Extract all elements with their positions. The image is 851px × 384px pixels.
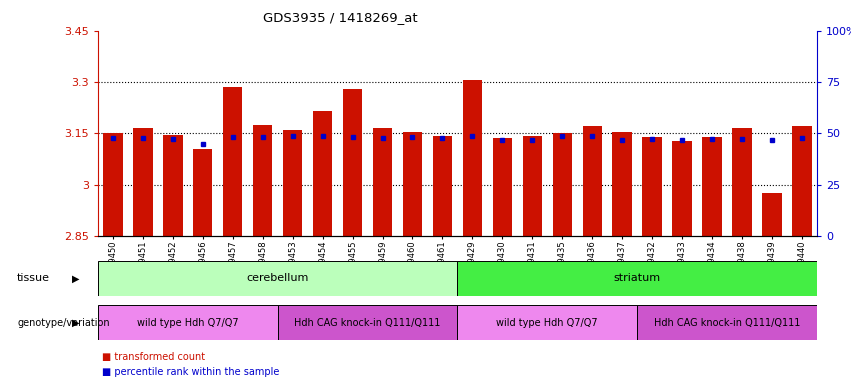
Bar — [432, 136, 452, 236]
Text: wild type Hdh Q7/Q7: wild type Hdh Q7/Q7 — [137, 318, 238, 328]
Bar — [458, 261, 817, 296]
Bar — [643, 137, 662, 236]
Bar — [193, 149, 213, 236]
Bar — [343, 89, 363, 236]
Bar — [637, 305, 817, 340]
Bar — [582, 126, 602, 236]
Text: Hdh CAG knock-in Q111/Q111: Hdh CAG knock-in Q111/Q111 — [654, 318, 800, 328]
Bar — [163, 135, 182, 236]
Bar — [672, 141, 692, 236]
Bar — [702, 137, 722, 236]
Bar — [283, 130, 302, 236]
Text: GDS3935 / 1418269_at: GDS3935 / 1418269_at — [263, 12, 418, 25]
Bar — [613, 132, 632, 236]
Bar — [523, 136, 542, 236]
Bar — [277, 305, 457, 340]
Text: ■ percentile rank within the sample: ■ percentile rank within the sample — [102, 367, 279, 377]
Bar — [403, 132, 422, 236]
Bar — [792, 126, 812, 236]
Text: genotype/variation: genotype/variation — [17, 318, 110, 328]
Bar — [733, 128, 751, 236]
Text: Hdh CAG knock-in Q111/Q111: Hdh CAG knock-in Q111/Q111 — [294, 318, 441, 328]
Text: striatum: striatum — [614, 273, 660, 283]
Bar — [253, 125, 272, 236]
Bar — [223, 87, 243, 236]
Text: cerebellum: cerebellum — [247, 273, 309, 283]
Bar — [373, 128, 392, 236]
Bar — [98, 305, 277, 340]
Bar — [493, 138, 512, 236]
Text: tissue: tissue — [17, 273, 50, 283]
Bar — [552, 134, 572, 236]
Text: ■ transformed count: ■ transformed count — [102, 352, 205, 362]
Bar — [313, 111, 333, 236]
Text: ▶: ▶ — [72, 318, 80, 328]
Bar — [133, 128, 152, 236]
Bar — [103, 133, 123, 236]
Bar — [458, 305, 637, 340]
Text: wild type Hdh Q7/Q7: wild type Hdh Q7/Q7 — [496, 318, 598, 328]
Bar — [98, 261, 458, 296]
Text: ▶: ▶ — [72, 273, 80, 283]
Bar — [762, 194, 782, 236]
Bar — [463, 80, 483, 236]
